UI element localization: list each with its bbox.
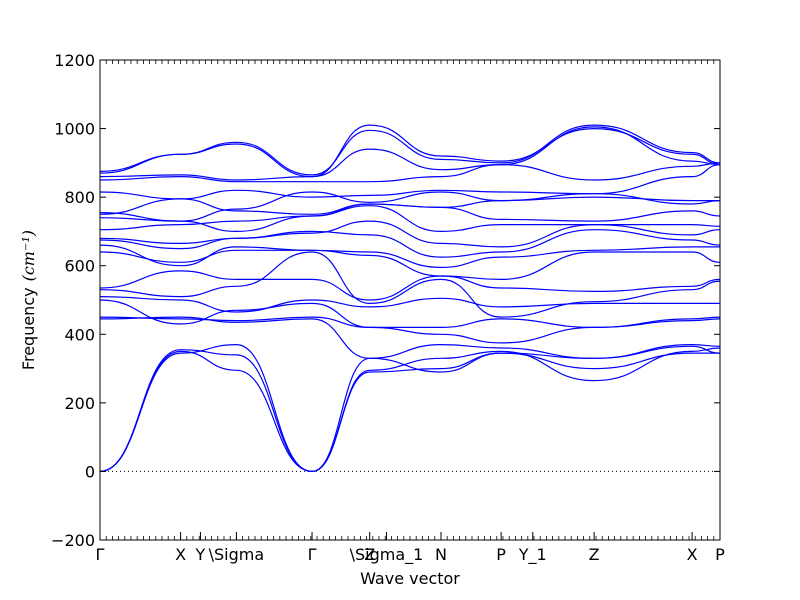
y-tick-label: −200	[51, 531, 95, 550]
band-line-13	[99, 220, 721, 248]
x-tick-label: P	[715, 545, 725, 564]
plot-frame	[99, 59, 721, 541]
x-tick-label: Y	[195, 545, 206, 564]
band-line-11	[99, 244, 720, 269]
x-tick-label: N	[435, 545, 447, 564]
band-line-19	[99, 162, 721, 183]
band-line-18	[99, 164, 721, 200]
x-tick-label: Z	[589, 545, 600, 564]
y-tick-label: 1200	[54, 51, 95, 70]
x-tick-label: Γ	[308, 545, 317, 564]
series-layer	[99, 124, 721, 473]
band-line-5	[99, 316, 721, 344]
y-tick-label: 800	[64, 188, 95, 207]
x-tick-label: X	[175, 545, 186, 564]
band-line-17	[99, 191, 721, 222]
x-tick-label: P	[496, 545, 506, 564]
band-line-6	[99, 299, 721, 329]
x-axis: Γ X Y \Sigma Γ Z\Sigma_1 N P Y_1 Z X P	[96, 60, 725, 565]
x-tick-label: Y_1	[518, 545, 547, 565]
plot-background	[100, 60, 720, 540]
y-axis-title: Frequency (cm⁻¹)	[19, 230, 38, 370]
y-tick-label: 0	[85, 462, 95, 481]
y-tick-label: 600	[64, 257, 95, 276]
y-axis-title-text: Frequency	[19, 287, 38, 370]
band-line-2	[99, 347, 721, 473]
band-line-7	[99, 296, 720, 313]
y-tick-label: 400	[64, 325, 95, 344]
band-line-14	[99, 205, 721, 233]
band-line-21	[99, 124, 721, 176]
band-line-22	[99, 126, 721, 178]
y-axis-unit: (cm⁻¹)	[19, 230, 38, 281]
x-tick-label: Z	[364, 545, 375, 564]
y-tick-label: 200	[64, 394, 95, 413]
band-line-10	[99, 249, 721, 281]
x-tick-label: X	[687, 545, 698, 564]
y-tick-label: 1000	[54, 120, 95, 139]
x-tick-label: Γ	[96, 545, 105, 564]
x-tick-label: \Sigma_1	[350, 545, 424, 565]
band-line-20	[99, 124, 721, 181]
band-line-8	[99, 251, 721, 318]
band-line-9	[99, 270, 721, 301]
band-line-12	[99, 229, 721, 258]
x-axis-title: Wave vector	[360, 569, 460, 588]
x-tick-label: \Sigma	[209, 545, 265, 564]
